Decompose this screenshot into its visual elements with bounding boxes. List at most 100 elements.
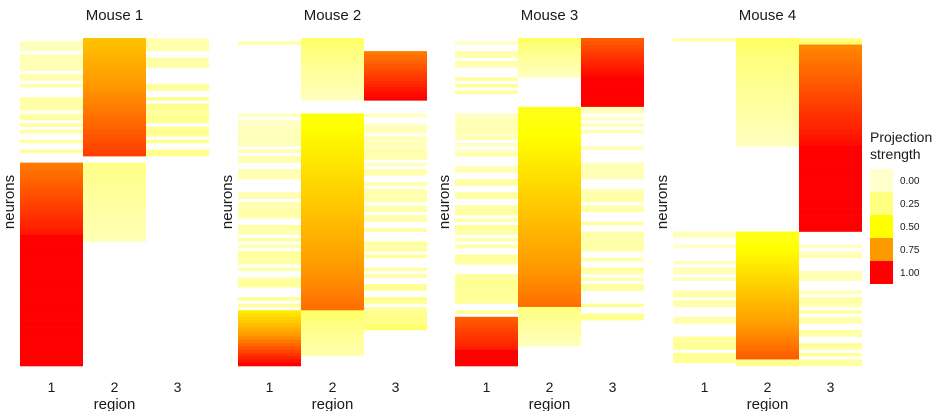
- heatmap-cell: [364, 70, 427, 75]
- heatmap-cell: [518, 188, 581, 193]
- heatmap-cell: [83, 198, 146, 203]
- heatmap-cell: [736, 100, 799, 104]
- heatmap-cell: [20, 221, 83, 226]
- heatmap-cell: [301, 297, 364, 301]
- heatmap-cell: [83, 149, 146, 154]
- heatmap-cell: [455, 287, 518, 291]
- heatmap-cell: [455, 90, 518, 95]
- heatmap-cell: [83, 129, 146, 134]
- heatmap-cell: [736, 310, 799, 314]
- x-tick-label: 2: [764, 379, 772, 395]
- heatmap-cell: [83, 208, 146, 213]
- heatmap-cell: [301, 169, 364, 173]
- heatmap-cell: [673, 320, 736, 324]
- x-tick-label: 3: [392, 379, 400, 395]
- heatmap-cell: [518, 38, 581, 42]
- heatmap-cell: [799, 188, 862, 193]
- heatmap-cell: [364, 284, 427, 288]
- heatmap-cell: [799, 93, 862, 98]
- heatmap-cell: [364, 323, 427, 327]
- heatmap-cell: [20, 300, 83, 304]
- heatmap-cell: [301, 333, 364, 337]
- heatmap-cell: [799, 251, 862, 255]
- heatmap-cell: [455, 205, 518, 209]
- heatmap-cell: [20, 329, 83, 334]
- heatmap-cell: [83, 195, 146, 200]
- heatmap-cell: [799, 228, 862, 232]
- heatmap-cell: [518, 198, 581, 203]
- heatmap-cell: [83, 116, 146, 121]
- heatmap-cell: [238, 208, 301, 213]
- heatmap-cell: [301, 129, 364, 134]
- heatmap-cell: [146, 103, 209, 108]
- heatmap-cell: [83, 205, 146, 209]
- heatmap-cell: [455, 254, 518, 259]
- heatmap-cell: [736, 234, 799, 239]
- heatmap-cell: [673, 339, 736, 344]
- heatmap-cell: [301, 234, 364, 239]
- heatmap-cell: [238, 123, 301, 127]
- heatmap-cell: [799, 57, 862, 62]
- heatmap-cell: [301, 57, 364, 62]
- heatmap-cell: [20, 188, 83, 193]
- heatmap-cell: [146, 152, 209, 157]
- heatmap-cell: [736, 120, 799, 124]
- heatmap-cell: [301, 198, 364, 203]
- heatmap-cell: [146, 83, 209, 88]
- heatmap-cell: [301, 179, 364, 183]
- heatmap-cell: [301, 188, 364, 193]
- heatmap-cell: [518, 313, 581, 318]
- heatmap-cell: [799, 359, 862, 364]
- heatmap-cell: [301, 211, 364, 216]
- heatmap-cell: [673, 336, 736, 341]
- heatmap-cell: [20, 179, 83, 183]
- heatmap-cell: [455, 179, 518, 183]
- heatmap-cell: [736, 270, 799, 275]
- heatmap-cell: [736, 126, 799, 131]
- heatmap-cell: [364, 287, 427, 291]
- heatmap-cell: [518, 120, 581, 124]
- heatmap-cell: [581, 165, 644, 170]
- heatmap-cell: [146, 129, 209, 134]
- heatmap-cell: [673, 346, 736, 350]
- heatmap-cell: [20, 116, 83, 121]
- heatmap-cell: [736, 359, 799, 364]
- heatmap-cell: [20, 274, 83, 278]
- heatmap-cell: [736, 356, 799, 360]
- heatmap-cell: [238, 257, 301, 262]
- heatmap-cell: [83, 179, 146, 183]
- heatmap-cell: [83, 74, 146, 78]
- heatmap-cell: [518, 182, 581, 186]
- heatmap-cell: [581, 267, 644, 272]
- heatmap-cell: [518, 297, 581, 301]
- x-axis-label: region: [94, 396, 136, 411]
- heatmap-cell: [364, 60, 427, 65]
- heatmap-cell: [238, 228, 301, 232]
- heatmap-cell: [20, 83, 83, 88]
- heatmap-cell: [146, 149, 209, 154]
- heatmap-cell: [301, 313, 364, 318]
- heatmap-cell: [581, 57, 644, 62]
- heatmap-cell: [581, 87, 644, 91]
- heatmap-cell: [736, 352, 799, 357]
- heatmap-cell: [83, 152, 146, 157]
- heatmap-cell: [581, 70, 644, 75]
- heatmap-cell: [238, 129, 301, 134]
- heatmap-cell: [364, 172, 427, 177]
- heatmap-cell: [238, 244, 301, 249]
- heatmap-cell: [364, 90, 427, 95]
- heatmap-cell: [238, 159, 301, 163]
- heatmap-cell: [736, 54, 799, 58]
- heatmap-cell: [455, 257, 518, 262]
- heatmap-cell: [238, 251, 301, 255]
- heatmap-cell: [581, 97, 644, 101]
- heatmap-cell: [364, 247, 427, 252]
- heatmap-cell: [455, 320, 518, 324]
- heatmap-cell: [20, 218, 83, 222]
- heatmap-cell: [301, 146, 364, 150]
- heatmap-cell: [146, 120, 209, 124]
- heatmap-cell: [301, 267, 364, 272]
- heatmap-cell: [518, 113, 581, 118]
- heatmap-cell: [301, 74, 364, 78]
- heatmap-cell: [736, 287, 799, 291]
